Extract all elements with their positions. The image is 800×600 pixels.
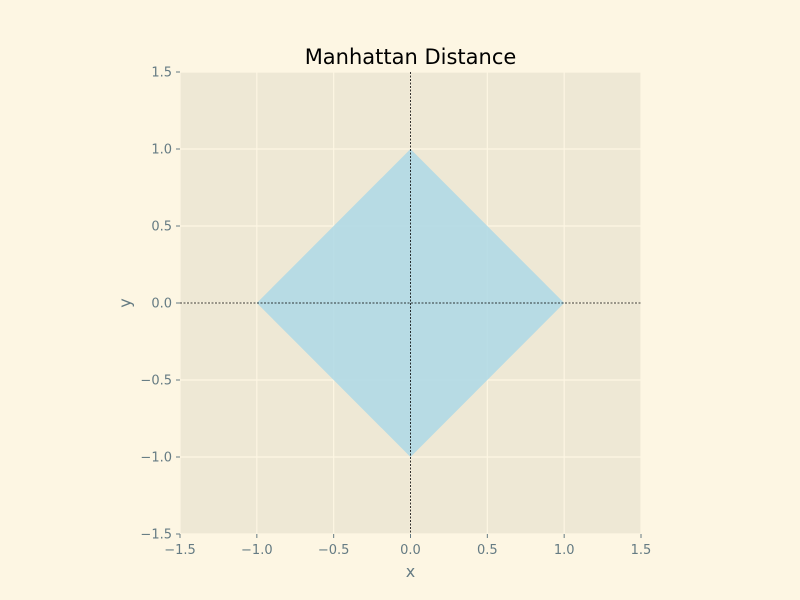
y-axis-label: y: [116, 298, 135, 307]
y-tick-label-1: −1.0: [140, 451, 172, 466]
x-tick-label-2: −0.5: [318, 543, 350, 558]
x-tick-label-3: 0.0: [400, 543, 421, 558]
x-tick-label-6: 1.5: [631, 543, 652, 558]
x-tick-label-4: 0.5: [477, 543, 498, 558]
axis-ticks: −1.5 −1.0 −0.5 0.0 0.5 1.0 1.5 −1.5 −1.0 −0.5 0.0 0…: [140, 66, 651, 559]
y-tick-label-0: −1.5: [140, 528, 172, 543]
y-tick-label-5: 1.0: [151, 143, 172, 158]
reference-lines: [180, 72, 641, 534]
chart-title: Manhattan Distance: [305, 45, 517, 69]
x-tick-label-0: −1.5: [164, 543, 196, 558]
x-axis-label: x: [406, 562, 415, 581]
y-tick-label-4: 0.5: [151, 220, 172, 235]
x-tick-label-1: −1.0: [241, 543, 273, 558]
y-tick-label-6: 1.5: [151, 66, 172, 81]
y-tick-label-3: 0.0: [151, 297, 172, 312]
x-tick-label-5: 1.0: [554, 543, 575, 558]
y-tick-label-2: −0.5: [140, 374, 172, 389]
